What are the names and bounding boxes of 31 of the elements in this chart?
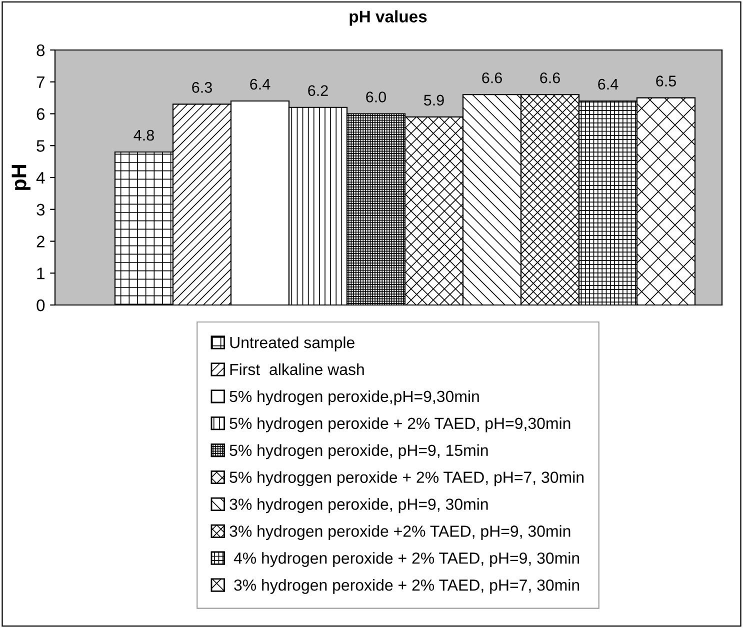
chart-title: pH values	[350, 10, 427, 26]
legend-label: 5% hydrogen peroxide + 2% TAED, pH=9,30min	[230, 417, 570, 432]
text: 5.9	[424, 94, 444, 106]
y-tick-label: 7	[36, 76, 44, 88]
text: 6.2	[308, 85, 328, 96]
y-tick-label: 4	[36, 172, 45, 184]
text: 6.6	[540, 72, 560, 84]
y-tick-label: 2	[36, 236, 44, 248]
text: 6.4	[250, 78, 270, 90]
text: 6.4	[598, 78, 618, 90]
legend-label: 5% hydrogen peroxide,pH=9,30min	[230, 390, 479, 406]
y-tick-label: 1	[37, 268, 44, 280]
legend-label: First alkaline wash	[230, 363, 364, 376]
y-axis-title: pH	[12, 165, 30, 190]
y-tick-label: 3	[36, 204, 45, 216]
text: 6.5	[656, 76, 676, 86]
text: 6.0	[366, 92, 386, 102]
y-tick-label: 6	[36, 108, 45, 120]
y-tick-label: 0	[36, 299, 45, 312]
legend-label: 3% hydrogen peroxide +2% TAED, pH=9, 30min	[230, 525, 570, 540]
legend-label: 3% hydrogen peroxide + 2% TAED, pH=7, 30min	[234, 579, 580, 594]
legend-label: 5% hydroggen peroxide + 2% TAED, pH=7, 30min	[230, 471, 584, 486]
legend-label: 3% hydrogen peroxide, pH=9, 30min	[230, 498, 488, 514]
legend-label: 5% hydrogen peroxide, pH=9, 15min	[230, 444, 488, 460]
text: 4.8	[134, 130, 154, 141]
legend-label: 4% hydrogen peroxide + 2% TAED, pH=9, 30min	[234, 552, 580, 567]
legend-label: Untreated sample	[230, 336, 354, 352]
text: 6.6	[482, 72, 502, 84]
y-tick-label: 8	[36, 44, 45, 56]
y-tick-label: 5	[36, 140, 45, 152]
text: 6.3	[192, 82, 212, 93]
